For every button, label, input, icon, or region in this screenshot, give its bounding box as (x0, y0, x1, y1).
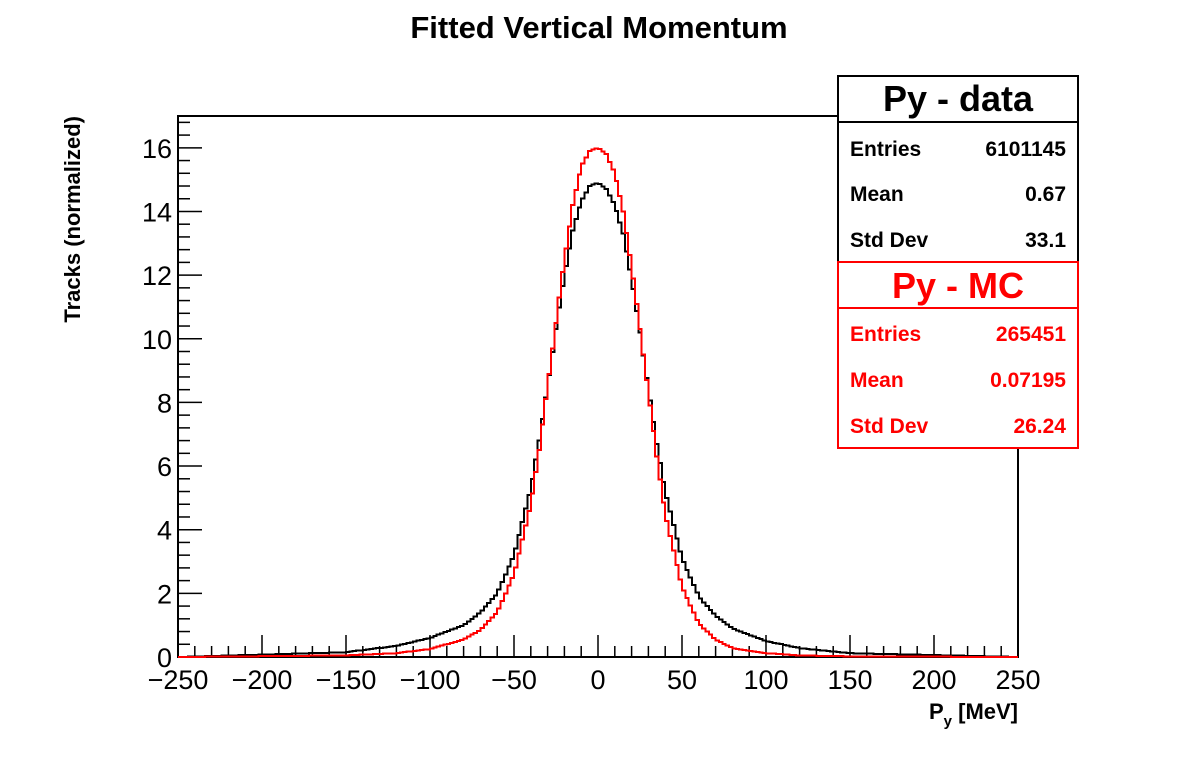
x-tick-label: 0 (590, 665, 605, 695)
stats-box-mc: Py - MC Entries 265451 Mean 0.07195 Std … (837, 261, 1079, 449)
stats-box-data-frame (837, 75, 1079, 263)
stats-mc-entries-value: 265451 (996, 323, 1066, 346)
y-tick-label: 6 (157, 452, 172, 482)
x-tick-label: 100 (743, 665, 788, 695)
histogram-series-mc (178, 147, 1018, 658)
x-tick-label: 250 (995, 665, 1040, 695)
x-axis-label-subscript: y (944, 713, 953, 730)
stats-data-entries-label: Entries (850, 138, 921, 161)
x-axis-tick-labels: −250 −200 −150 −100 −50 0 50 100 150 200 250 (148, 665, 1041, 695)
y-axis-label: Tracks (normalized) (60, 116, 85, 323)
stats-mc-stddev-label: Std Dev (850, 415, 929, 438)
stats-box-data-title: Py - data (883, 78, 1034, 119)
stats-data-mean-value: 0.67 (1025, 183, 1066, 206)
y-tick-label: 4 (157, 516, 172, 546)
x-tick-label: −100 (400, 665, 461, 695)
stats-mc-mean-label: Mean (850, 369, 904, 392)
stats-box-mc-frame (837, 261, 1079, 449)
stats-box-data: Py - data Entries 6101145 Mean 0.67 Std … (837, 75, 1079, 263)
x-tick-label: −50 (491, 665, 537, 695)
y-tick-label: 12 (142, 261, 172, 291)
x-axis-label-main: P (929, 699, 944, 724)
x-tick-label: −200 (232, 665, 293, 695)
y-tick-label: 16 (142, 134, 172, 164)
y-tick-label: 14 (142, 197, 172, 227)
y-tick-label: 8 (157, 388, 172, 418)
y-axis-tick-labels: 0 2 4 6 8 10 12 14 16 (142, 134, 172, 673)
chart-title: Fitted Vertical Momentum (410, 10, 787, 45)
x-tick-label: −250 (148, 665, 209, 695)
stats-mc-entries-label: Entries (850, 323, 921, 346)
y-tick-label: 0 (157, 643, 172, 673)
stats-data-mean-label: Mean (850, 183, 904, 206)
y-tick-label: 2 (157, 579, 172, 609)
x-tick-label: 50 (667, 665, 697, 695)
histogram-series-data (178, 182, 1018, 658)
stats-mc-mean-value: 0.07195 (990, 369, 1066, 392)
stats-data-stddev-label: Std Dev (850, 229, 929, 252)
stats-box-mc-title: Py - MC (892, 265, 1024, 306)
stats-mc-stddev-value: 26.24 (1013, 415, 1066, 438)
x-tick-label: 150 (827, 665, 872, 695)
histogram-series (178, 147, 1018, 658)
x-tick-label: 200 (911, 665, 956, 695)
y-tick-label: 10 (142, 325, 172, 355)
stats-data-stddev-value: 33.1 (1025, 229, 1066, 252)
stats-data-entries-value: 6101145 (985, 138, 1066, 161)
x-axis-label: Py [MeV] (929, 699, 1018, 730)
y-axis-ticks (178, 121, 202, 658)
x-axis-label-unit: [MeV] (952, 699, 1018, 724)
x-tick-label: −150 (316, 665, 377, 695)
